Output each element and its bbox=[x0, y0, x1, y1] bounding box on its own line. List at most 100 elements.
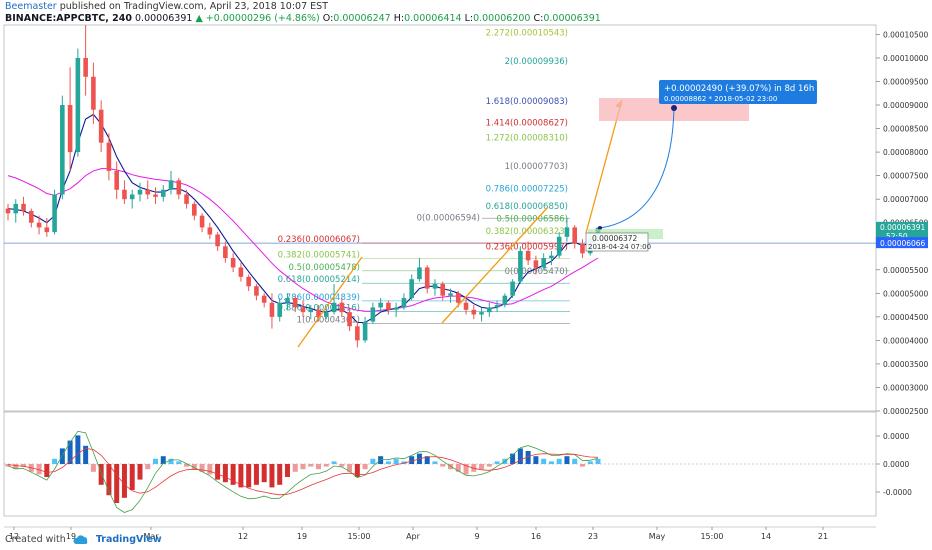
axes: 0.00010500 0.00010000 0.00009500 0.00009000… bbox=[9, 30, 929, 541]
candle-body bbox=[502, 295, 508, 306]
histogram-bar bbox=[284, 464, 290, 477]
time-tick-label: 9 bbox=[474, 532, 479, 541]
candle-body bbox=[52, 194, 57, 233]
price-tick-label: 0.00005500 bbox=[883, 266, 929, 275]
histogram-bar bbox=[145, 464, 151, 470]
histogram-bar bbox=[21, 464, 27, 467]
fib-left-label: 0.382(0.00005741) bbox=[278, 250, 360, 260]
high-key: H: bbox=[393, 13, 405, 24]
fib-left-label: 0.618(0.00005214) bbox=[278, 275, 360, 285]
fib-right-label: 0.618(0.00006850) bbox=[486, 202, 568, 212]
histogram-bar bbox=[354, 464, 360, 477]
candle-body bbox=[91, 76, 96, 110]
fib-left-label: 0.236(0.00006067) bbox=[278, 235, 360, 245]
time-tick-label: 21 bbox=[818, 532, 828, 541]
time-tick-label: 14 bbox=[761, 532, 771, 541]
footer: Created with TradingView bbox=[5, 533, 162, 549]
price-tick-label: 0.00003000 bbox=[883, 383, 929, 392]
histogram-bar bbox=[277, 464, 283, 485]
candle-body bbox=[331, 302, 337, 313]
symbol-label[interactable]: BINANCE:APPCBTC, 240 bbox=[5, 13, 132, 24]
slow-moving-average bbox=[7, 168, 599, 312]
candle-body bbox=[564, 227, 570, 237]
open-value: 0.00006247 bbox=[333, 13, 391, 24]
histogram-bar bbox=[525, 451, 531, 464]
candle-body bbox=[5, 208, 11, 214]
time-tick-label: 15:00 bbox=[347, 532, 370, 541]
candle-body bbox=[223, 246, 228, 259]
line-price-label: 0.00006066 bbox=[880, 239, 926, 248]
candle-body bbox=[98, 109, 104, 143]
histogram-bar bbox=[44, 464, 50, 477]
candle-body bbox=[494, 305, 500, 308]
histogram-bar bbox=[83, 445, 89, 464]
candle-body bbox=[549, 255, 554, 259]
price-label: 0.00006391 bbox=[135, 13, 193, 24]
candle-body bbox=[192, 203, 197, 216]
ohlc-line: BINANCE:APPCBTC, 240 0.00006391 ▲ +0.000… bbox=[5, 13, 925, 25]
signal-line bbox=[7, 448, 599, 496]
candle-body bbox=[199, 215, 205, 228]
candle-body bbox=[370, 307, 376, 322]
countdown-label: 52:50 bbox=[886, 232, 908, 241]
histogram-bar bbox=[261, 464, 267, 483]
candle-body bbox=[269, 302, 275, 317]
last-price-label: 0.00006391 bbox=[880, 223, 926, 232]
candle-body bbox=[401, 298, 407, 308]
histogram-bar bbox=[191, 464, 197, 470]
price-tick-label: 0.00005000 bbox=[883, 289, 929, 298]
histogram-bar bbox=[59, 448, 65, 464]
candle-body bbox=[323, 312, 329, 317]
candle-body bbox=[417, 267, 422, 280]
candle-body bbox=[215, 234, 220, 247]
histogram-bar bbox=[300, 464, 306, 470]
candle-body bbox=[316, 309, 321, 317]
fib-right-label: 1.618(0.00009083) bbox=[486, 97, 568, 107]
histogram-bar bbox=[75, 435, 81, 464]
candle-body bbox=[362, 321, 368, 341]
chart-header: Beemaster published on TradingView.com, … bbox=[5, 1, 925, 25]
change-label: ▲ +0.00000296 (+4.86%) bbox=[195, 13, 320, 24]
candle-body bbox=[44, 227, 50, 233]
fib-right-label: 0.236(0.00005997) bbox=[486, 242, 568, 252]
candle-body bbox=[285, 298, 290, 303]
time-tick-label: 19 bbox=[297, 532, 307, 541]
histogram-bar bbox=[323, 464, 329, 467]
candle-body bbox=[176, 180, 182, 195]
histogram-bar bbox=[541, 458, 547, 464]
macd-pane bbox=[4, 430, 876, 513]
indicator-tick-label: -0.0000 bbox=[883, 488, 912, 497]
time-tick-label: May bbox=[649, 532, 666, 541]
histogram-bar bbox=[184, 464, 190, 467]
time-tick-label: 23 bbox=[588, 532, 598, 541]
candle-body bbox=[261, 295, 267, 303]
time-tick-label: 12 bbox=[238, 532, 248, 541]
marker-price-label: 0.00006372 bbox=[592, 234, 638, 243]
author-link[interactable]: Beemaster bbox=[5, 1, 57, 12]
histogram-bar bbox=[207, 464, 213, 475]
macd-line bbox=[7, 430, 599, 513]
fib-right-label: 1(0.00007703) bbox=[505, 162, 568, 172]
histogram-bar bbox=[463, 464, 469, 475]
histogram-bar bbox=[253, 464, 259, 485]
histogram-bar bbox=[556, 458, 562, 464]
candle-body bbox=[137, 189, 143, 195]
candle-body bbox=[246, 276, 251, 287]
time-tick-label: 12 bbox=[9, 532, 19, 541]
candle-body bbox=[347, 312, 352, 327]
candle-body bbox=[277, 302, 283, 317]
histogram-bar bbox=[98, 464, 104, 485]
histogram-bar bbox=[36, 464, 42, 475]
histogram-bar bbox=[90, 464, 96, 472]
histogram-bar bbox=[548, 461, 554, 464]
candle-body bbox=[556, 236, 562, 256]
histogram-bar bbox=[199, 464, 205, 472]
fib-left-label: 1(0.00004361) bbox=[297, 315, 360, 325]
histogram-bar bbox=[137, 464, 143, 480]
histogram-bar bbox=[308, 464, 314, 467]
candle-body bbox=[129, 194, 135, 200]
tradingview-brand[interactable]: TradingView bbox=[95, 534, 162, 545]
histogram-bar bbox=[409, 456, 415, 464]
histogram-bar bbox=[168, 458, 174, 464]
